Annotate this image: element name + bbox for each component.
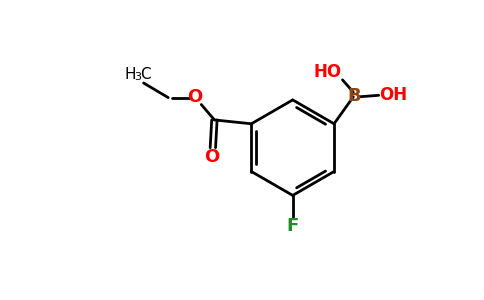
Text: B: B <box>347 87 361 105</box>
Text: H: H <box>125 67 136 82</box>
Text: O: O <box>187 88 203 106</box>
Text: OH: OH <box>379 86 408 104</box>
Text: O: O <box>204 148 220 166</box>
Text: HO: HO <box>313 63 341 81</box>
Text: 3: 3 <box>134 72 141 82</box>
Text: F: F <box>287 217 299 235</box>
Text: C: C <box>140 67 151 82</box>
